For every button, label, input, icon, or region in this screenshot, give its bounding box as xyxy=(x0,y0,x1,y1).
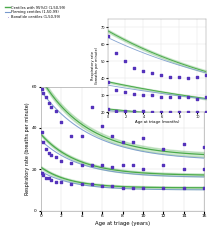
Point xyxy=(115,88,118,92)
Point xyxy=(131,163,135,167)
Point xyxy=(133,92,136,95)
Point xyxy=(160,73,163,77)
Point xyxy=(196,110,199,114)
Point xyxy=(49,178,53,182)
Point xyxy=(44,176,48,179)
Y-axis label: Respiratory rate
(breaths per minute): Respiratory rate (breaths per minute) xyxy=(91,47,99,84)
Point xyxy=(142,69,145,73)
Point xyxy=(141,167,145,171)
Point xyxy=(90,163,94,167)
Point xyxy=(169,95,172,99)
Point xyxy=(160,95,163,99)
Point xyxy=(60,180,63,183)
Point xyxy=(60,120,63,124)
Point xyxy=(124,109,127,113)
Point xyxy=(49,153,53,157)
Point xyxy=(42,140,45,144)
Point xyxy=(80,182,83,186)
Y-axis label: Respiratory rate (breaths per minute): Respiratory rate (breaths per minute) xyxy=(25,102,30,195)
Point xyxy=(106,34,109,38)
Point xyxy=(182,167,186,171)
Point xyxy=(47,101,50,105)
Point xyxy=(124,90,127,94)
Point xyxy=(142,109,145,113)
Point xyxy=(178,95,181,99)
Point xyxy=(60,159,63,163)
Point xyxy=(203,145,206,148)
Point xyxy=(182,143,186,146)
Point xyxy=(162,186,165,190)
Point xyxy=(90,105,94,109)
Point xyxy=(40,87,43,91)
Point xyxy=(40,172,43,175)
Point xyxy=(115,51,118,55)
Point xyxy=(42,91,45,95)
Point xyxy=(151,93,154,97)
Point xyxy=(160,110,163,114)
Legend: Centiles with 95%CI (1,50,99), Fleming centiles (1,50,99), Bonafide centiles (1,: Centiles with 95%CI (1,50,99), Fleming c… xyxy=(4,4,67,21)
Point xyxy=(80,134,83,138)
Point xyxy=(111,165,114,169)
Point xyxy=(44,95,48,99)
Point xyxy=(100,184,104,188)
Point xyxy=(203,167,206,171)
Point xyxy=(111,184,114,188)
Point xyxy=(131,140,135,144)
Point xyxy=(162,163,165,167)
Point xyxy=(111,134,114,138)
Point xyxy=(70,161,73,165)
Point xyxy=(133,66,136,70)
Point xyxy=(90,182,94,186)
Point xyxy=(54,180,58,183)
Point xyxy=(178,110,181,114)
Point xyxy=(100,124,104,128)
Point xyxy=(203,186,206,190)
Point xyxy=(124,59,127,63)
Point xyxy=(121,140,124,144)
Point xyxy=(131,186,135,190)
Point xyxy=(162,147,165,150)
Point xyxy=(80,163,83,167)
Point xyxy=(121,186,124,190)
Point xyxy=(106,107,109,111)
Point xyxy=(205,110,208,114)
Point xyxy=(40,130,43,134)
Point xyxy=(49,105,53,109)
Point xyxy=(54,155,58,159)
Point xyxy=(196,97,199,101)
Point xyxy=(70,182,73,186)
Point xyxy=(182,186,186,190)
Point xyxy=(42,174,45,177)
Point xyxy=(47,176,50,179)
X-axis label: Age at triage (years): Age at triage (years) xyxy=(95,221,150,226)
Point xyxy=(115,109,118,113)
Point xyxy=(133,109,136,113)
Point xyxy=(141,136,145,140)
Point xyxy=(169,110,172,114)
Point xyxy=(100,163,104,167)
Point xyxy=(205,73,208,77)
Point xyxy=(169,75,172,78)
Point xyxy=(70,134,73,138)
Point xyxy=(47,151,50,155)
Point xyxy=(178,75,181,78)
Point xyxy=(196,75,199,78)
Point xyxy=(205,95,208,99)
Point xyxy=(151,110,154,114)
Point xyxy=(54,110,58,113)
Point xyxy=(142,93,145,97)
Point xyxy=(141,186,145,190)
Point xyxy=(106,80,109,84)
Point xyxy=(121,163,124,167)
Point xyxy=(187,77,190,80)
Point xyxy=(187,110,190,114)
Point xyxy=(44,147,48,150)
Point xyxy=(151,71,154,75)
X-axis label: Age at triage (months): Age at triage (months) xyxy=(135,120,179,124)
Point xyxy=(187,95,190,99)
